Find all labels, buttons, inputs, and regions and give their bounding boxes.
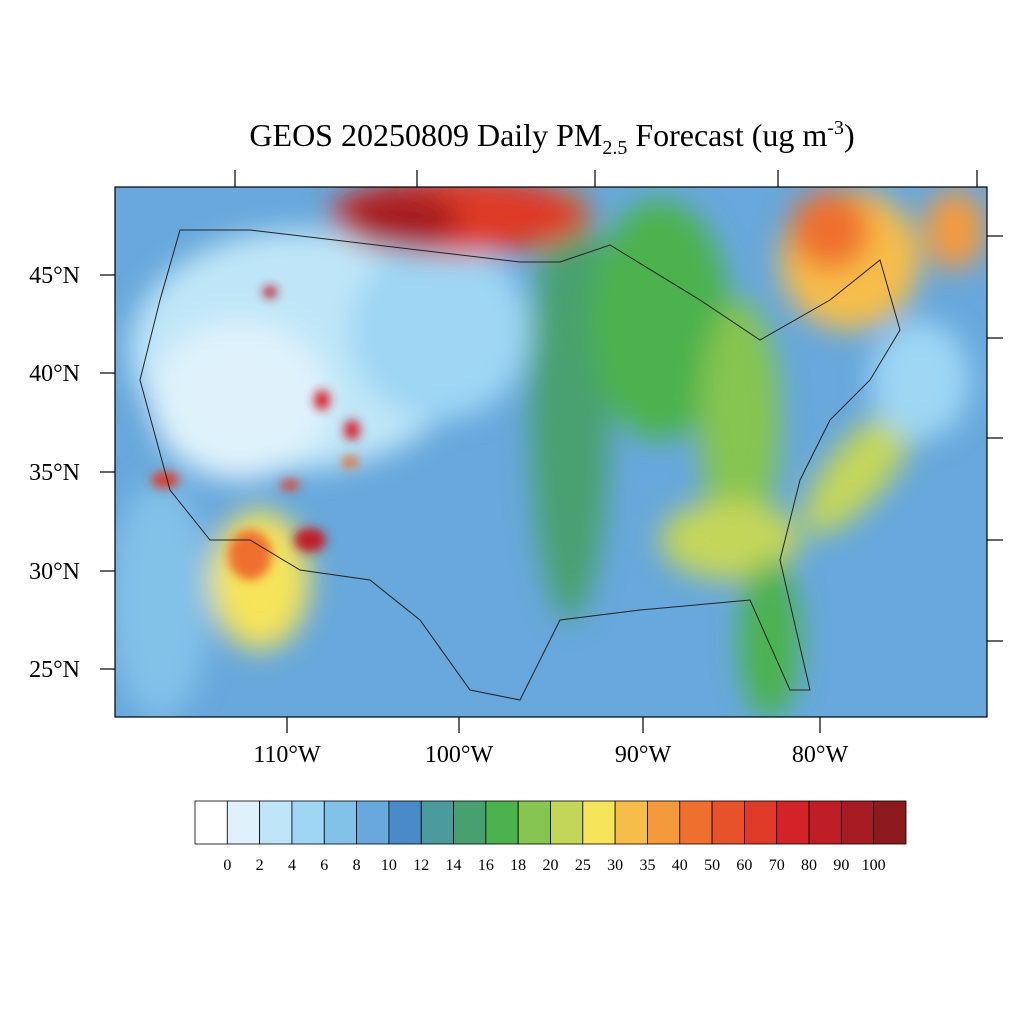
- title-part: Forecast (ug m: [627, 117, 827, 153]
- colorbar-box: [614, 800, 648, 845]
- colorbar-label: 70: [769, 857, 785, 874]
- latitude-label: 35°N: [29, 460, 80, 486]
- colorbar-label: 50: [704, 857, 720, 874]
- coastline: [139, 229, 901, 701]
- latitude-label: 45°N: [29, 263, 80, 289]
- colorbar-label: 6: [320, 857, 328, 874]
- colorbar-box: [323, 800, 357, 845]
- colorbar-box: [776, 800, 810, 845]
- colorbar-label: 12: [413, 857, 429, 874]
- colorbar-label: 30: [607, 857, 623, 874]
- colorbar-label: 4: [288, 857, 296, 874]
- longitude-label: 100°W: [425, 742, 494, 768]
- longitude-label: 90°W: [615, 742, 672, 768]
- title-part: ): [844, 117, 855, 153]
- colorbar-box: [259, 800, 293, 845]
- colorbar-label: 80: [801, 857, 817, 874]
- longitude-label: 110°W: [253, 742, 321, 768]
- colorbar-box: [356, 800, 390, 845]
- colorbar-label: 0: [223, 857, 231, 874]
- title-part: -3: [827, 117, 844, 139]
- colorbar-label: 25: [575, 857, 591, 874]
- colorbar-box: [420, 800, 454, 845]
- colorbar-label: 8: [353, 857, 361, 874]
- colorbar-box: [453, 800, 487, 845]
- map-title: GEOS 20250809 Daily PM2.5 Forecast (ug m…: [249, 117, 854, 159]
- latitude-label: 40°N: [29, 361, 80, 387]
- latitude-label: 25°N: [29, 657, 80, 683]
- colorbar-box: [194, 800, 228, 845]
- map-frame: [114, 186, 988, 718]
- colorbar-box: [485, 800, 519, 845]
- title-part: GEOS 20250809 Daily PM: [249, 117, 602, 153]
- colorbar-label: 35: [639, 857, 655, 874]
- colorbar-box: [550, 800, 584, 845]
- colorbar-box: [388, 800, 422, 845]
- colorbar-box: [679, 800, 713, 845]
- colorbar-label: 40: [672, 857, 688, 874]
- colorbar-label: 2: [256, 857, 264, 874]
- longitude-label: 80°W: [792, 742, 849, 768]
- colorbar-box: [744, 800, 778, 845]
- colorbar-label: 18: [510, 857, 526, 874]
- colorbar-box: [517, 800, 551, 845]
- colorbar-box: [808, 800, 842, 845]
- colorbar-label: 10: [381, 857, 397, 874]
- colorbar-box: [582, 800, 616, 845]
- colorbar-box: [711, 800, 745, 845]
- colorbar-label: 20: [543, 857, 559, 874]
- colorbar-label: 100: [862, 857, 886, 874]
- latitude-label: 30°N: [29, 559, 80, 585]
- title-part: 2.5: [602, 137, 627, 159]
- colorbar-box: [840, 800, 875, 845]
- colorbar-box: [647, 800, 681, 845]
- colorbar-box: [873, 800, 907, 845]
- colorbar-label: 16: [478, 857, 494, 874]
- colorbar-label: 14: [446, 857, 462, 874]
- colorbar-label: 90: [833, 857, 849, 874]
- colorbar-label: 60: [736, 857, 752, 874]
- pm25-field: [115, 187, 987, 717]
- tick-marks: [234, 170, 1003, 642]
- colorbar-box: [291, 800, 325, 845]
- colorbar-box: [226, 800, 261, 845]
